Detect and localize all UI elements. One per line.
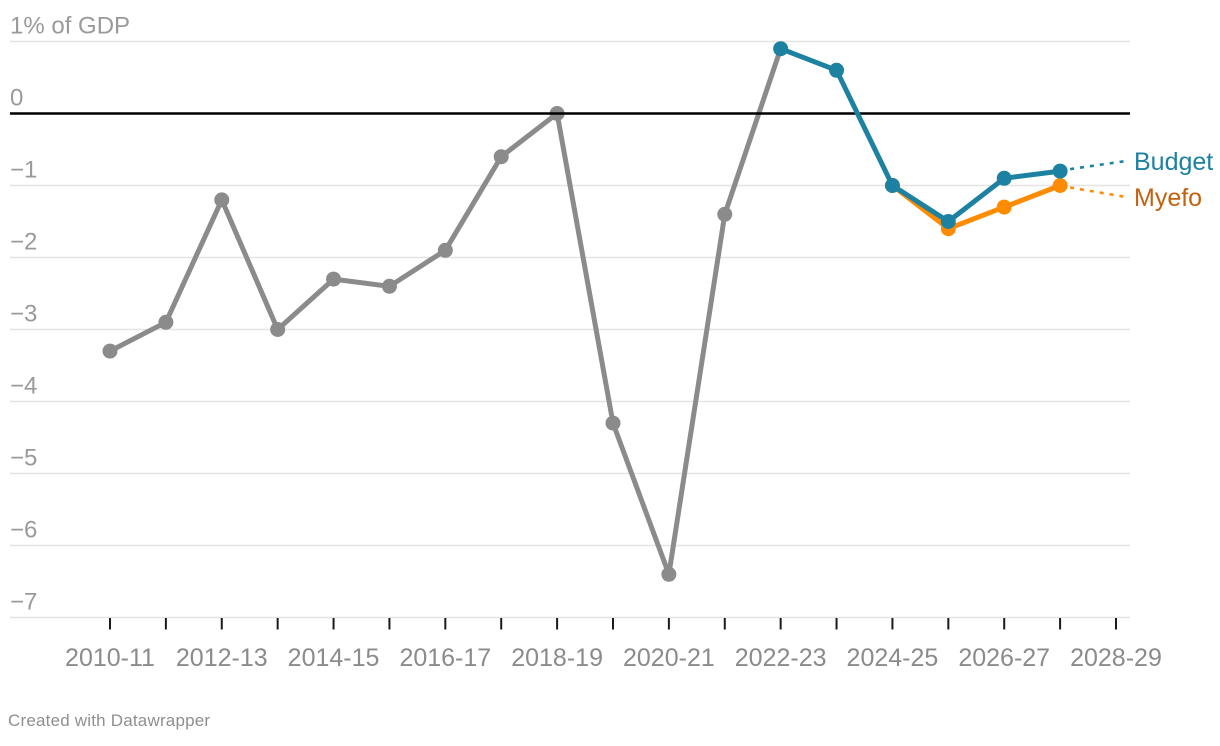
history-point xyxy=(214,192,230,208)
budget-line xyxy=(778,46,1063,224)
history-point xyxy=(605,415,621,431)
series-label-myefo: Myefo xyxy=(1134,184,1202,212)
myefo-point xyxy=(996,199,1012,215)
history-point xyxy=(102,343,118,359)
x-axis-label: 2014-15 xyxy=(288,644,380,672)
x-axis-label: 2016-17 xyxy=(399,644,491,672)
x-axis-label: 2018-19 xyxy=(511,644,603,672)
myefo-point xyxy=(1052,178,1068,193)
history-point xyxy=(326,271,342,287)
x-axis-label: 2022-23 xyxy=(735,644,827,672)
attribution: Created with Datawrapper xyxy=(8,711,211,730)
x-axis-label: 2020-21 xyxy=(623,644,715,672)
x-axis-label: 2012-13 xyxy=(176,644,268,672)
history-point xyxy=(661,566,677,582)
myefo-leader-line xyxy=(1069,186,1127,199)
y-axis-label: −7 xyxy=(10,589,37,616)
budget-point xyxy=(773,41,789,57)
x-axis-label: 2010-11 xyxy=(65,644,155,672)
y-axis-label: 0 xyxy=(10,85,23,112)
y-axis-label: −4 xyxy=(10,373,37,400)
line-chart: 1% of GDP 0 −1 −2 −3 −4 −5 −6 −7 2010-11 2012-13 20… xyxy=(10,13,1213,672)
history-point xyxy=(158,314,174,330)
x-axis-label: 2028-29 xyxy=(1070,644,1162,672)
budget-point xyxy=(829,62,845,78)
x-axis-label: 2024-25 xyxy=(847,644,939,672)
y-axis-label: 1% of GDP xyxy=(10,13,130,40)
x-axis-label: 2026-27 xyxy=(958,644,1050,672)
y-axis-label: −2 xyxy=(10,229,37,256)
y-axis-label: −6 xyxy=(10,517,37,544)
history-point xyxy=(270,322,286,337)
series-label-budget: Budget xyxy=(1134,148,1213,176)
history-point xyxy=(437,242,453,258)
budget-point xyxy=(940,214,956,229)
history-point xyxy=(381,278,397,294)
history-point xyxy=(717,206,733,222)
budget-leader-line xyxy=(1069,159,1127,171)
y-axis-label: −1 xyxy=(10,157,37,184)
budget-point xyxy=(1052,163,1068,179)
history-point xyxy=(493,149,509,165)
y-axis-label: −5 xyxy=(10,445,37,472)
budget-point xyxy=(884,178,900,193)
history-line xyxy=(107,46,784,577)
y-axis-label: −3 xyxy=(10,301,37,328)
myefo-line xyxy=(889,183,1063,232)
budget-point xyxy=(996,170,1012,186)
